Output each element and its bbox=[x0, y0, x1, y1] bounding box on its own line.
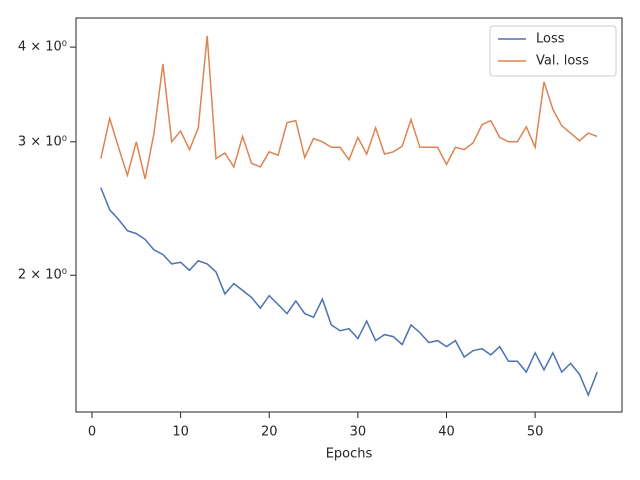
x-tick-label: 0 bbox=[88, 425, 96, 440]
x-tick-label: 50 bbox=[527, 425, 544, 440]
x-tick-label: 10 bbox=[172, 425, 189, 440]
plot-frame bbox=[75, 17, 623, 413]
x-tick-label: 30 bbox=[350, 425, 367, 440]
line-series bbox=[100, 35, 598, 180]
y-tick-label: 4 × 10⁰ bbox=[18, 40, 67, 55]
y-tick-label: 3 × 10⁰ bbox=[18, 134, 67, 149]
legend-label: Loss bbox=[536, 32, 565, 47]
legend: Loss Val. loss bbox=[489, 25, 617, 77]
line-series bbox=[100, 187, 598, 397]
x-tick-label: 20 bbox=[261, 425, 278, 440]
x-axis-label: Epochs bbox=[326, 447, 373, 462]
y-tick-label: 2 × 10⁰ bbox=[18, 268, 67, 283]
legend-label: Val. loss bbox=[536, 54, 589, 69]
x-tick-label: 40 bbox=[438, 425, 455, 440]
